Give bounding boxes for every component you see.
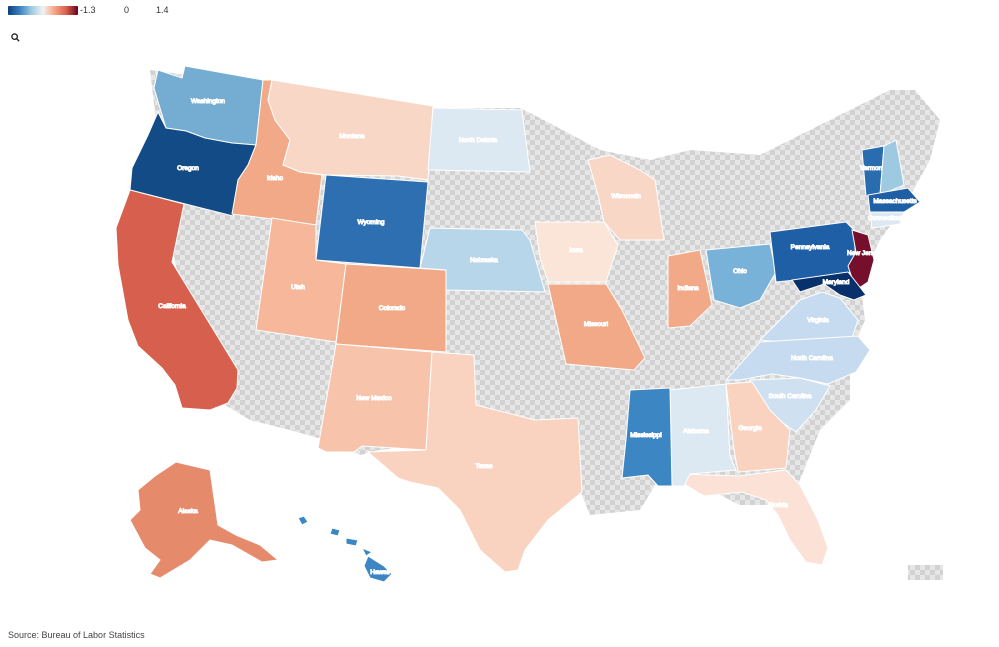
svg-text:North Dakota: North Dakota <box>459 137 498 144</box>
svg-text:Colorado: Colorado <box>379 305 406 312</box>
svg-text:Iowa: Iowa <box>569 247 583 254</box>
state-florida[interactable]: Florida <box>681 469 829 566</box>
legend-min-label: -1.3 <box>80 5 96 15</box>
svg-text:Wisconsin: Wisconsin <box>611 193 641 200</box>
svg-text:Connecticut: Connecticut <box>868 215 903 222</box>
svg-text:Alabama: Alabama <box>683 428 709 435</box>
svg-text:Georgia: Georgia <box>738 425 762 432</box>
state-new-mexico[interactable]: New Mexico <box>317 343 433 453</box>
svg-text:Missouri: Missouri <box>584 321 608 328</box>
color-scale-bar <box>8 6 78 15</box>
state-georgia[interactable]: Georgia <box>725 381 791 473</box>
state-california[interactable]: California <box>115 189 239 411</box>
state-missouri[interactable]: Missouri <box>547 283 646 371</box>
svg-text:Washington: Washington <box>191 98 225 105</box>
state-connecticut[interactable]: Connecticut <box>867 211 905 229</box>
svg-text:New Mexico: New Mexico <box>356 395 392 402</box>
state-new-jersey[interactable]: New Jersey <box>847 229 882 291</box>
svg-text:Texas: Texas <box>476 463 494 470</box>
svg-text:Alaska: Alaska <box>178 508 198 515</box>
legend-mid-label: 0 <box>124 5 130 15</box>
svg-text:New Jersey: New Jersey <box>847 250 882 257</box>
state-montana[interactable]: Montana <box>267 79 434 181</box>
svg-text:Vermont: Vermont <box>860 165 884 172</box>
state-colorado[interactable]: Colorado <box>335 263 447 353</box>
state-indiana[interactable]: Indiana <box>667 249 713 329</box>
source-note: Source: Bureau of Labor Statistics <box>8 630 145 640</box>
svg-text:Oregon: Oregon <box>177 165 199 172</box>
svg-text:Maryland: Maryland <box>823 279 850 286</box>
svg-text:Hawaii: Hawaii <box>370 569 390 576</box>
svg-text:Montana: Montana <box>339 133 365 140</box>
state-new-hampshire[interactable] <box>879 139 905 196</box>
search-icon <box>10 32 20 42</box>
state-north-carolina[interactable]: North Carolina <box>724 335 871 385</box>
state-maryland[interactable]: Maryland <box>791 271 867 301</box>
svg-text:Utah: Utah <box>291 284 305 291</box>
state-massachusetts[interactable]: Massachusetts <box>867 187 921 213</box>
svg-text:Mississippi: Mississippi <box>630 432 661 439</box>
state-alaska[interactable]: Alaska <box>129 461 280 579</box>
svg-text:California: California <box>158 303 186 310</box>
state-nebraska[interactable]: Nebraska <box>419 227 546 293</box>
state-pennsylvania[interactable]: Pennsylvania <box>769 221 857 283</box>
svg-text:Virginia: Virginia <box>807 317 829 324</box>
svg-text:North Carolina: North Carolina <box>791 355 833 362</box>
svg-text:Nebraska: Nebraska <box>470 257 498 264</box>
state-mississippi[interactable]: Mississippi <box>621 387 673 487</box>
legend-max-label: 1.4 <box>156 5 169 15</box>
state-ohio[interactable]: Ohio <box>705 243 777 309</box>
svg-text:Pennsylvania: Pennsylvania <box>791 244 830 251</box>
svg-text:Ohio: Ohio <box>733 268 747 275</box>
svg-text:Indiana: Indiana <box>677 285 699 292</box>
state-wyoming[interactable]: Wyoming <box>315 174 429 269</box>
state-north-dakota[interactable]: North Dakota <box>427 107 531 173</box>
svg-text:Wyoming: Wyoming <box>357 219 384 226</box>
state-hawaii[interactable]: Hawaii <box>297 515 393 583</box>
svg-text:Massachusetts: Massachusetts <box>873 198 917 205</box>
state-wisconsin[interactable]: Wisconsin <box>587 154 665 241</box>
state-alabama[interactable]: Alabama <box>669 383 737 487</box>
state-iowa[interactable]: Iowa <box>534 221 619 283</box>
svg-text:Idaho: Idaho <box>267 175 284 182</box>
state-texas[interactable]: Texas <box>366 351 583 573</box>
svg-text:South Carolina: South Carolina <box>769 393 812 400</box>
zoom-button[interactable] <box>7 30 23 44</box>
svg-text:Florida: Florida <box>768 502 788 509</box>
